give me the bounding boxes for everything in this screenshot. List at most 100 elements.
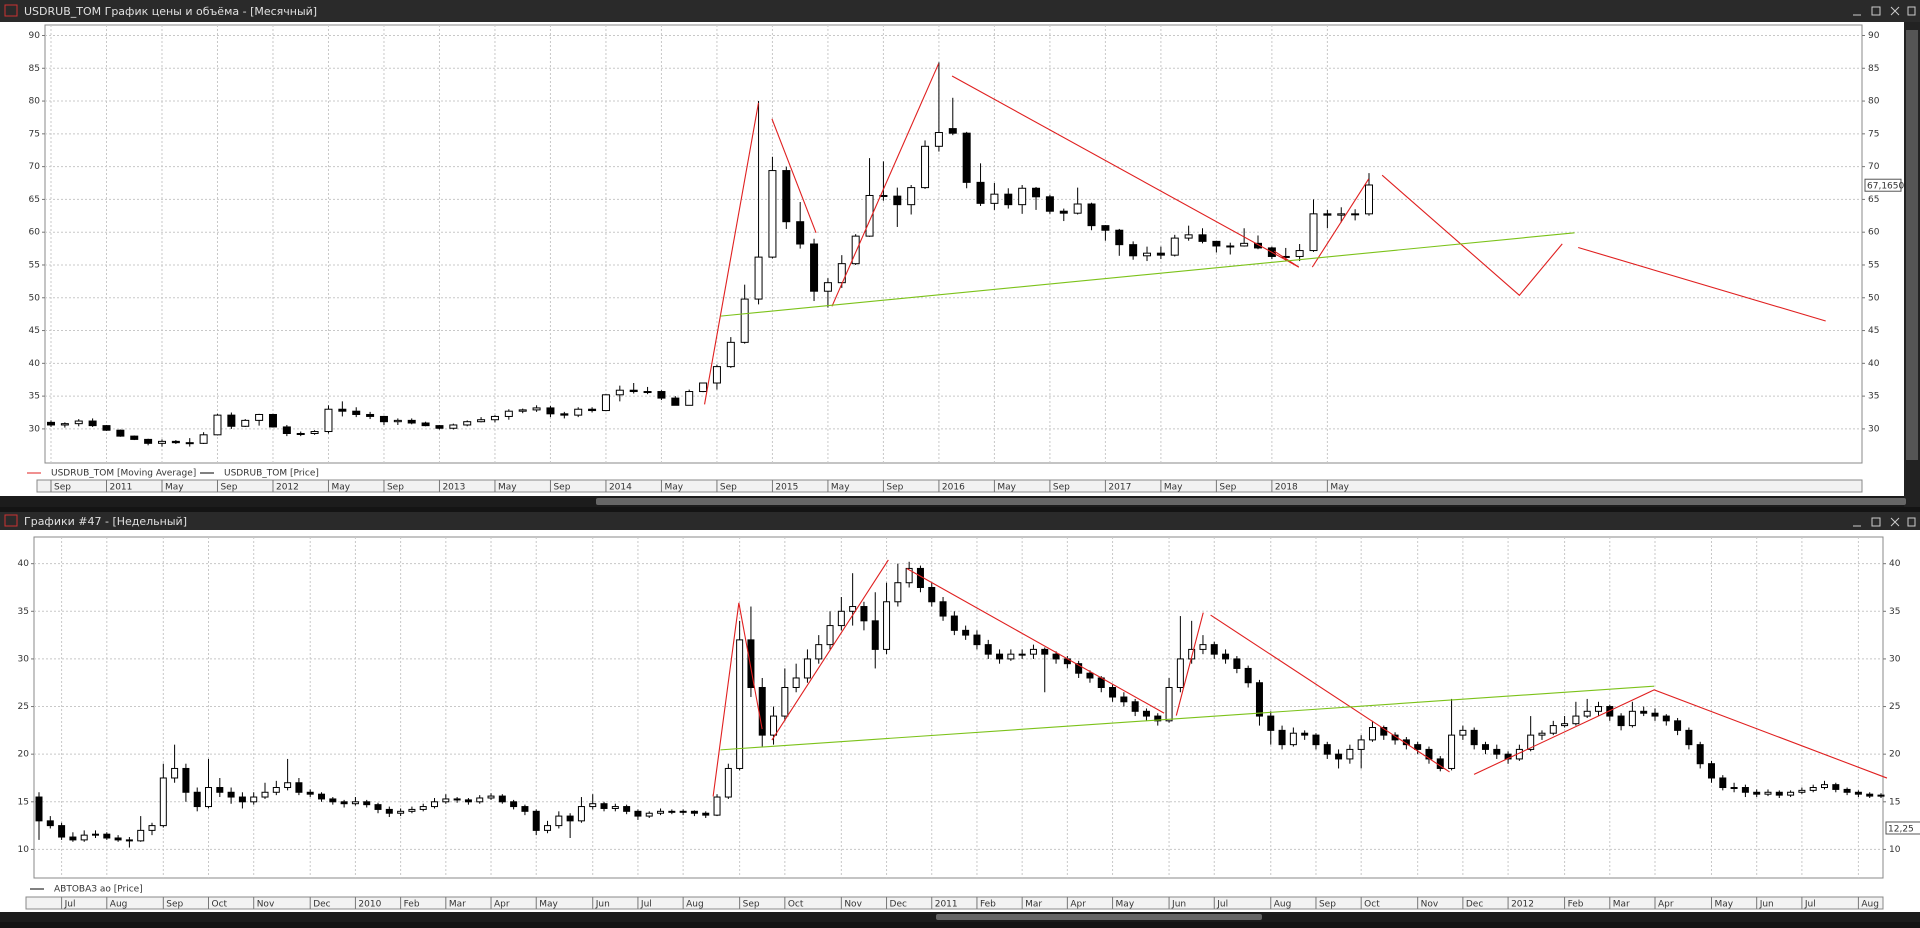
x-tick-label: 2018 — [1275, 483, 1298, 493]
candle-body — [1254, 242, 1263, 249]
candle-body — [1323, 213, 1332, 216]
candle-body — [1154, 715, 1162, 722]
legend-label: USDRUB_TOM [Price] — [224, 469, 319, 479]
x-tick-label: 2010 — [358, 900, 381, 910]
h-scroll-thumb[interactable] — [936, 914, 1262, 920]
candle-body — [1764, 791, 1772, 795]
candle-body — [634, 810, 642, 817]
candle-body — [419, 806, 427, 810]
candle-body — [69, 836, 77, 841]
candle-body — [950, 615, 958, 631]
candle-body — [921, 145, 930, 189]
candle-body — [431, 801, 439, 808]
candle-body — [747, 639, 755, 688]
plot-area — [33, 536, 1884, 879]
candle-body — [1820, 784, 1828, 789]
candle-body — [1184, 234, 1193, 239]
candle-body — [560, 413, 569, 416]
x-tick-label: Oct — [788, 900, 804, 910]
candle-body — [796, 221, 805, 245]
candle-body — [1730, 787, 1738, 790]
x-tick-label: Jul — [640, 900, 652, 910]
y-tick-label: 75 — [29, 129, 40, 139]
candle-body — [905, 567, 913, 584]
candle-body — [1775, 791, 1783, 796]
candle-body — [1165, 686, 1173, 722]
candle-body — [657, 391, 666, 399]
candle-body — [193, 791, 201, 808]
candle-body — [601, 394, 610, 412]
candle-body — [792, 677, 800, 688]
y-tick-label: 80 — [29, 97, 41, 107]
candle-body — [623, 806, 631, 812]
candle-body — [883, 601, 891, 650]
candle-body — [385, 808, 393, 814]
window-controls[interactable] — [1853, 6, 1916, 16]
candle-body — [324, 408, 333, 433]
candle-body — [268, 413, 277, 428]
candle-body — [699, 382, 708, 393]
candle-body — [566, 815, 574, 822]
candle-body — [1719, 777, 1727, 789]
candle-body — [306, 791, 314, 795]
candle-body — [1368, 727, 1376, 741]
plot-area — [44, 24, 1863, 464]
candle-body — [338, 408, 347, 412]
candle-body — [984, 644, 992, 655]
candle-body — [1309, 213, 1318, 252]
candle-body — [1052, 653, 1060, 660]
candle-body — [1365, 184, 1373, 215]
candle-body — [939, 601, 947, 617]
x-tick-label: 2012 — [1511, 900, 1534, 910]
candle-body — [1170, 237, 1179, 256]
y-tick-label: 80 — [1868, 97, 1880, 107]
candle-body — [463, 421, 472, 426]
candle-body — [736, 639, 744, 769]
y-tick-label: 75 — [1868, 129, 1879, 139]
candle-body — [227, 791, 235, 798]
candle-body — [295, 782, 303, 793]
x-tick-label: 2017 — [1108, 483, 1131, 493]
candle-body — [35, 796, 43, 822]
candle-body — [1029, 648, 1037, 655]
candle-body — [1222, 653, 1230, 660]
candle-body — [1527, 734, 1535, 750]
y-tick-label: 70 — [29, 162, 41, 172]
last-value-label: 12,25 — [1888, 824, 1914, 834]
candle-body — [476, 797, 484, 803]
candle-body — [1086, 672, 1094, 679]
window-controls[interactable] — [1853, 517, 1916, 527]
candle-body — [1226, 245, 1235, 248]
x-tick-label: 2011 — [109, 483, 132, 493]
candle-body — [1059, 210, 1068, 214]
x-tick-label: Sep — [1319, 900, 1336, 910]
candle-body — [144, 438, 153, 444]
candle-body — [1295, 250, 1304, 257]
candle-body — [318, 793, 326, 800]
candle-body — [352, 410, 361, 415]
candle-body — [393, 419, 402, 423]
y-tick-label: 35 — [18, 607, 29, 617]
candle-body — [241, 419, 250, 427]
x-tick-label: May — [1714, 900, 1733, 910]
candle-body — [487, 795, 495, 799]
x-tick-label: Mar — [1025, 900, 1042, 910]
x-tick-label: May — [498, 483, 517, 493]
v-scroll-thumb[interactable] — [1906, 30, 1918, 460]
candle-body — [340, 801, 348, 805]
candle-body — [1198, 234, 1207, 242]
candle-body — [148, 825, 156, 831]
x-tick-label: May — [331, 483, 350, 493]
candle-body — [213, 414, 222, 436]
candle-body — [284, 782, 292, 789]
x-tick-label: Apr — [1658, 900, 1674, 910]
candle-body — [58, 825, 66, 838]
x-tick-label: Dec — [1466, 900, 1483, 910]
h-scroll-thumb[interactable] — [596, 498, 1906, 505]
candle-body — [282, 426, 291, 434]
legend-label: USDRUB_TOM [Moving Average] — [51, 469, 196, 479]
candle-body — [137, 829, 145, 842]
candle-body — [893, 195, 902, 206]
y-tick-label: 45 — [29, 326, 40, 336]
candle-body — [185, 442, 194, 445]
